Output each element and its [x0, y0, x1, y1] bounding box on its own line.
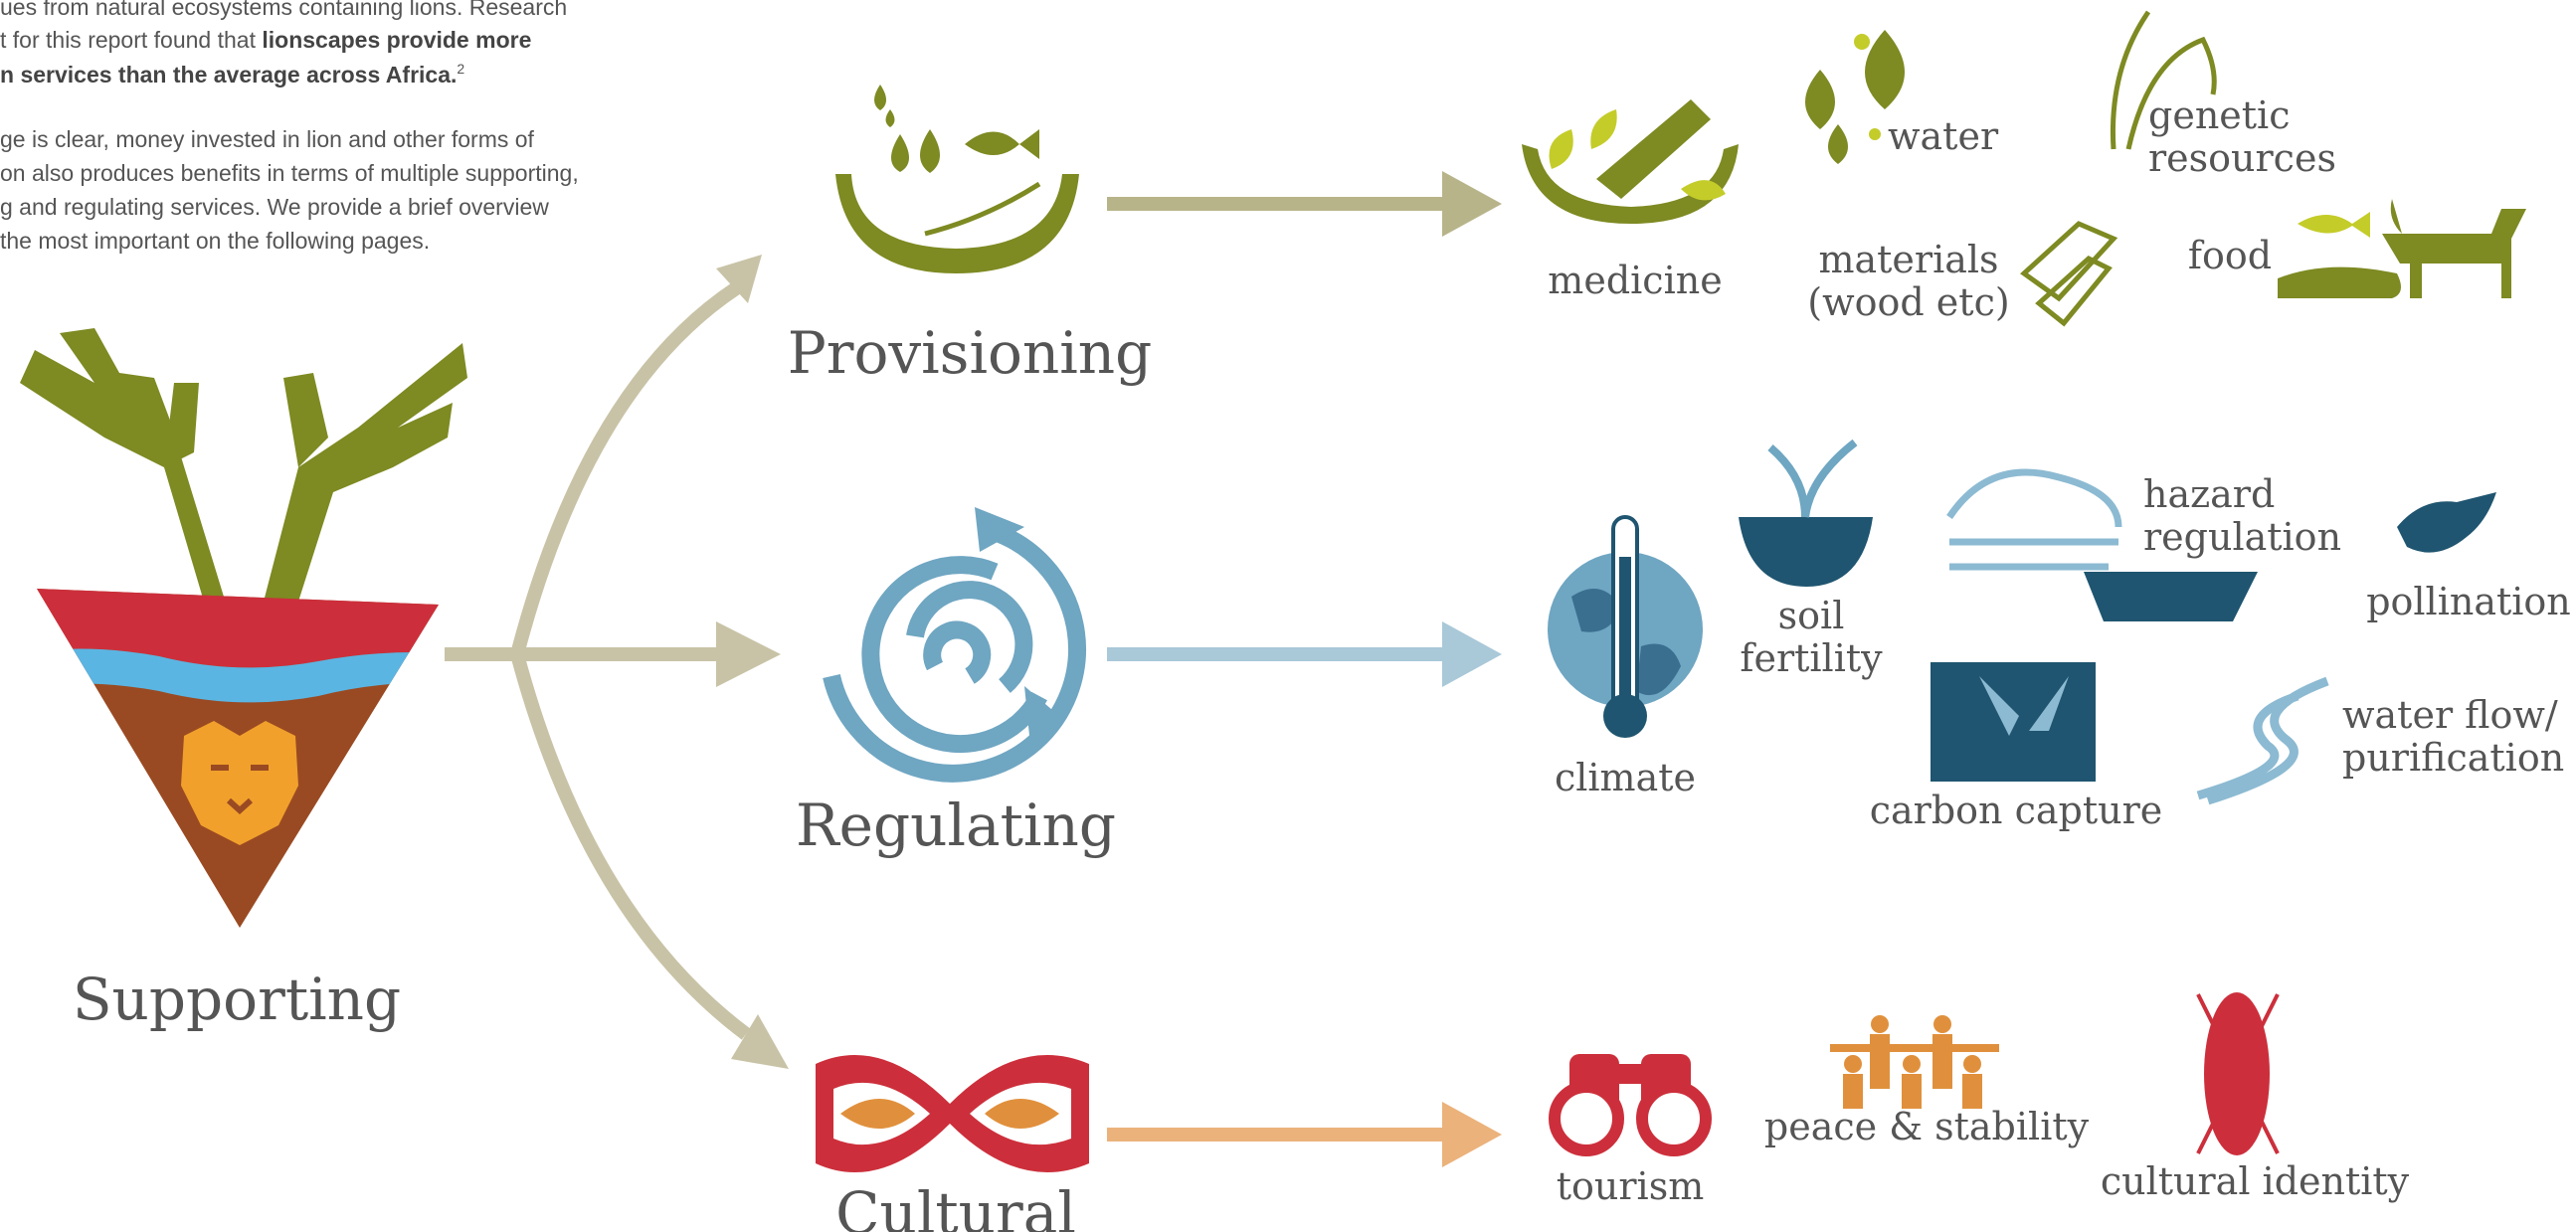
item-label: purification: [2342, 736, 2564, 780]
item-label: hazard: [2143, 472, 2275, 516]
item-label: carbon capture: [1870, 789, 2163, 832]
item-label: water flow/: [2342, 693, 2558, 737]
item-label: pollination: [2366, 580, 2571, 623]
intro-line: on also produces benefits in terms of mu…: [0, 160, 579, 186]
item-label: medicine: [1548, 259, 1722, 302]
branch-arrows: [445, 288, 746, 1034]
diagram: ues from natural ecosystems containing l…: [0, 0, 2576, 1232]
supporting-icon: [0, 328, 477, 955]
superscript: 2: [457, 61, 464, 77]
item-label: soil: [1778, 594, 1845, 637]
item-label: water: [1888, 114, 1999, 158]
intro-text: ues from natural ecosystems containing l…: [0, 0, 579, 254]
item-label: fertility: [1740, 636, 1883, 680]
item-label: climate: [1555, 756, 1696, 799]
item-label: cultural identity: [2101, 1159, 2410, 1203]
intro-line: ge is clear, money invested in lion and …: [0, 126, 535, 152]
intro-bold: n services than the average across Afric…: [0, 62, 457, 88]
intro-line: n services than the average across Afric…: [0, 61, 464, 88]
item-label: peace & stability: [1764, 1105, 2090, 1148]
item-label: materials: [1818, 238, 1998, 281]
intro-line: ues from natural ecosystems containing l…: [0, 0, 567, 20]
regulating-icon: [831, 507, 1077, 774]
arrowheads: [716, 255, 789, 1069]
category-label: Supporting: [73, 966, 401, 1033]
cultural-icon: [816, 1055, 1089, 1172]
item-label: regulation: [2143, 515, 2341, 559]
provisioning-icon: [835, 85, 1079, 273]
intro-line: g and regulating services. We provide a …: [0, 194, 549, 220]
intro-span: t for this report found that: [0, 27, 262, 53]
intro-line: the most important on the following page…: [0, 228, 430, 254]
intro-line: t for this report found that lionscapes …: [0, 27, 531, 53]
intro-bold: lionscapes provide more: [262, 27, 531, 53]
item-label: tourism: [1557, 1164, 1704, 1208]
flow-arrows: [1107, 171, 1502, 1167]
category-label: Regulating: [796, 792, 1116, 859]
item-label: resources: [2148, 136, 2336, 180]
item-label: food: [2188, 234, 2272, 277]
item-label: genetic: [2148, 93, 2290, 137]
category-label: Provisioning: [788, 319, 1153, 387]
item-label: (wood etc): [1807, 280, 2009, 324]
category-label: Cultural: [835, 1179, 1076, 1232]
